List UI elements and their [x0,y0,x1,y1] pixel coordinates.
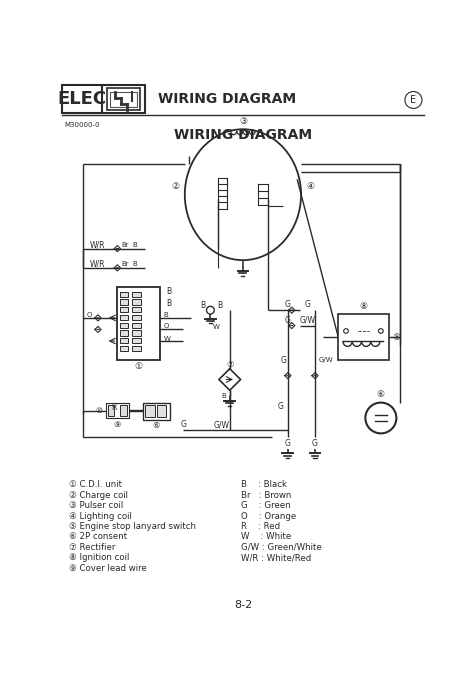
Text: R    : Red: R : Red [241,522,281,531]
Bar [107,89,140,110]
Bar [120,322,128,328]
Text: O: O [86,312,92,318]
Text: ⑨ Cover lead wire: ⑨ Cover lead wire [69,563,146,572]
Text: 8-2: 8-2 [234,600,252,610]
Text: ② Charge coil: ② Charge coil [69,491,128,500]
Text: Br   : Brown: Br : Brown [241,491,292,500]
Bar [120,300,128,304]
Bar [110,91,137,107]
Bar [132,315,141,320]
Text: ⑦ Rectifier: ⑦ Rectifier [69,543,115,552]
Bar [120,330,128,336]
Text: W: W [213,324,219,330]
Bar [120,345,128,351]
Text: ③ Pulser coil: ③ Pulser coil [69,501,123,510]
Text: ⑨: ⑨ [114,419,121,428]
Text: G/W: G/W [299,316,315,325]
Text: Br: Br [121,261,129,267]
Bar [338,314,389,361]
Text: G: G [285,300,291,309]
Bar [157,405,166,417]
Text: G: G [312,439,318,448]
Text: ⑥: ⑥ [152,421,160,430]
Text: E: E [410,95,417,105]
Bar [120,307,128,313]
Text: W    : White: W : White [241,532,292,541]
Bar [143,403,170,419]
Text: M30000-0: M30000-0 [64,122,100,127]
Text: B: B [166,299,171,308]
Bar [132,345,141,351]
Bar [120,315,128,320]
Bar [132,322,141,328]
Text: ①: ① [134,362,142,371]
Text: Br: Br [121,242,129,248]
Text: G/W: G/W [319,357,334,363]
Text: B: B [166,287,171,296]
Text: G: G [285,316,291,325]
Text: W: W [164,336,171,342]
Text: W/R: W/R [90,240,106,249]
Bar [118,287,160,361]
Text: ⑦: ⑦ [226,360,234,369]
Text: G/W: G/W [214,421,230,430]
Text: G: G [278,402,284,411]
Text: ⑧: ⑧ [359,302,367,311]
Text: G: G [180,421,186,430]
Bar [120,405,127,416]
Bar [108,405,114,416]
Text: R: R [111,403,116,412]
Text: B: B [132,242,137,248]
Text: B: B [132,261,137,267]
Text: ⑧ Ignition coil: ⑧ Ignition coil [69,553,129,562]
Text: B    : Black: B : Black [241,480,287,489]
Bar [145,405,155,417]
Text: WIRING DIAGRAM: WIRING DIAGRAM [174,127,312,142]
Bar [120,338,128,343]
Bar [132,307,141,313]
Bar [132,292,141,297]
Text: ⑩: ⑩ [95,406,102,415]
Bar [120,292,128,297]
Bar [106,403,129,418]
Text: ⑤ Engine stop lanyard switch: ⑤ Engine stop lanyard switch [69,522,196,531]
Bar [132,300,141,304]
Text: ②: ② [172,183,180,192]
Text: O: O [164,323,169,329]
Text: B: B [200,301,205,310]
Text: ⑥: ⑥ [377,390,385,399]
Text: ④ Lighting coil: ④ Lighting coil [69,511,131,520]
Text: G: G [281,356,287,365]
Text: O    : Orange: O : Orange [241,511,297,520]
Text: WIRING DIAGRAM: WIRING DIAGRAM [158,92,297,106]
Text: ⑥ 2P consent: ⑥ 2P consent [69,532,127,541]
Text: B: B [217,301,222,310]
Text: G: G [285,439,291,448]
Text: ③: ③ [239,117,247,126]
Text: W/R : White/Red: W/R : White/Red [241,553,311,562]
Bar [132,330,141,336]
Bar [104,87,143,111]
Text: G    : Green: G : Green [241,501,291,510]
Text: B: B [164,312,169,318]
Text: ① C.D.I. unit: ① C.D.I. unit [69,480,121,489]
Text: G: G [304,300,310,309]
Text: ELEC: ELEC [57,90,106,108]
Bar [62,85,145,113]
Text: G/W : Green/White: G/W : Green/White [241,543,322,552]
Bar [132,338,141,343]
Text: W/R: W/R [90,260,106,268]
Text: B: B [221,394,226,399]
Text: ⑤: ⑤ [392,333,401,342]
Text: ④: ④ [306,183,314,192]
